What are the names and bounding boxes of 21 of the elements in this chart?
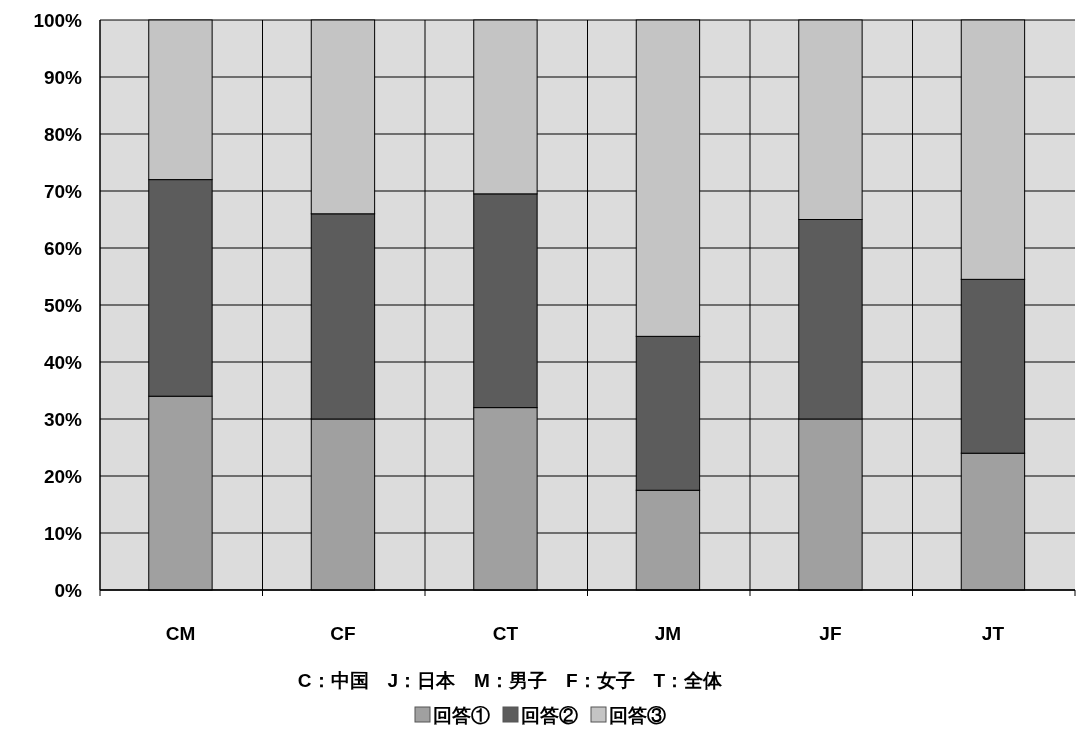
y-tick-label: 80% (43, 124, 83, 145)
y-tick-label: 60% (43, 238, 83, 259)
legend-label: 回答③ (609, 705, 666, 726)
legend-label: 回答② (521, 705, 578, 726)
x-tick-label: JF (819, 623, 842, 644)
x-tick-label: JT (981, 623, 1005, 644)
y-tick-label: 0% (54, 580, 83, 601)
y-tick-label: 40% (43, 352, 83, 373)
y-tick-label: 20% (43, 466, 83, 487)
x-tick-label: CF (330, 623, 356, 644)
y-tick-label: 90% (43, 67, 83, 88)
x-tick-label: CT (492, 623, 519, 644)
text: C：中国 J：日本 M：男子 F：女子 T：全体 (297, 670, 724, 691)
legend-label: 回答① (433, 705, 490, 726)
x-tick-label: CM (165, 623, 196, 644)
x-tick-label: JM (654, 623, 682, 644)
y-tick-label: 100% (33, 10, 83, 31)
y-tick-label: 50% (43, 295, 83, 316)
y-tick-label: 30% (43, 409, 83, 430)
y-tick-label: 70% (43, 181, 83, 202)
y-tick-label: 10% (43, 523, 83, 544)
